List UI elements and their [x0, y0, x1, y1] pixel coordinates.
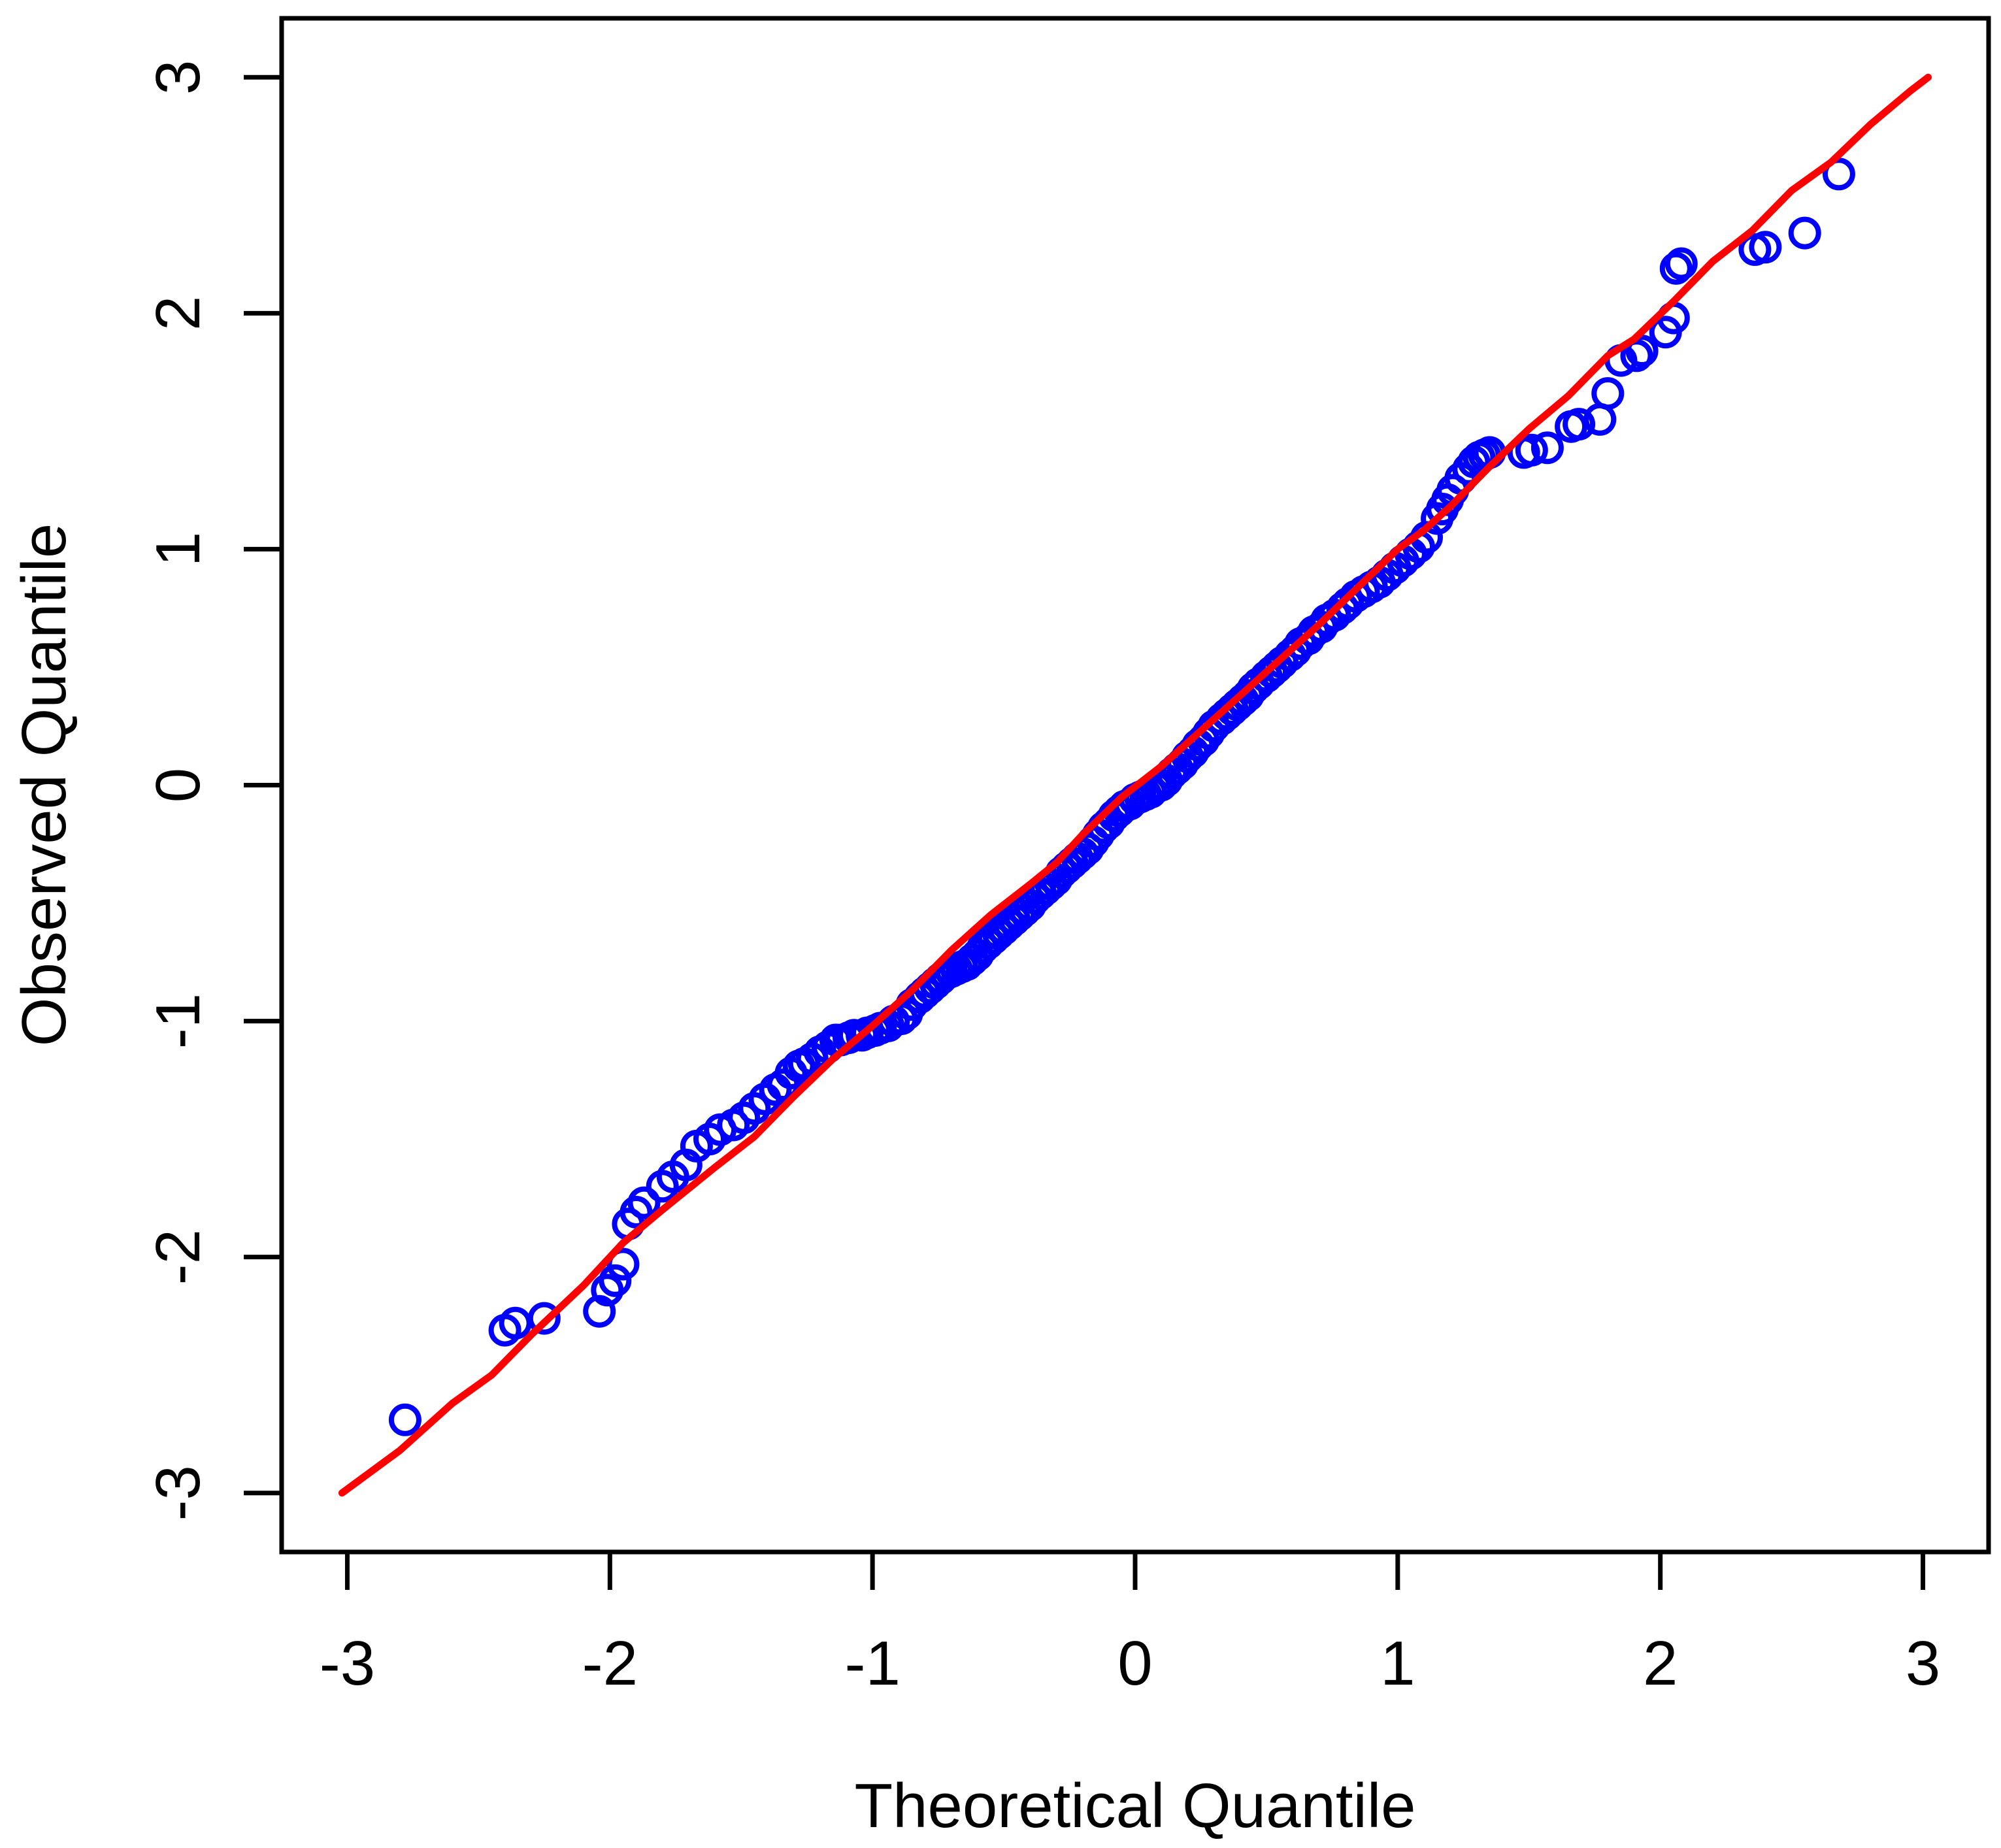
x-tick-label: 2 — [1643, 1628, 1678, 1698]
y-tick-label: 3 — [143, 60, 213, 95]
data-point — [1563, 408, 1596, 441]
y-tick-label: -2 — [143, 1229, 213, 1285]
data-point — [606, 1247, 640, 1281]
y-tick-label: -3 — [143, 1465, 213, 1521]
y-tick-label: 2 — [143, 296, 213, 331]
y-axis-title: Observed Quantile — [9, 523, 79, 1046]
x-axis-ticks-group: -3 -2 -1 0 1 2 3 — [320, 1552, 1940, 1698]
y-tick-label: -1 — [143, 993, 213, 1049]
x-axis-title: Theoretical Quantile — [854, 1771, 1415, 1841]
x-tick-label: -3 — [320, 1628, 375, 1698]
x-tick-label: -1 — [844, 1628, 900, 1698]
reference-line — [338, 73, 1932, 1497]
data-point — [620, 1196, 653, 1229]
y-tick-label: 1 — [143, 532, 213, 567]
y-axis-ticks-group: -3 -2 -1 0 1 2 3 — [143, 60, 282, 1521]
reference-line-group — [338, 73, 1932, 1497]
data-point — [1659, 252, 1693, 285]
data-point — [1530, 431, 1564, 465]
data-point — [1822, 157, 1855, 191]
data-point — [527, 1302, 561, 1335]
data-point — [591, 1274, 624, 1307]
data-point — [627, 1186, 661, 1219]
data-point — [1664, 247, 1698, 280]
x-tick-label: 1 — [1380, 1628, 1415, 1698]
data-point — [388, 1403, 422, 1436]
y-tick-label: 0 — [143, 768, 213, 802]
data-point — [1788, 216, 1821, 250]
x-tick-label: -2 — [582, 1628, 638, 1698]
x-tick-label: 3 — [1906, 1628, 1940, 1698]
data-point — [1620, 339, 1653, 372]
data-point — [1625, 335, 1659, 368]
data-point — [599, 1264, 632, 1297]
data-point — [1591, 377, 1625, 410]
data-point — [1749, 231, 1782, 264]
data-point — [583, 1295, 616, 1328]
x-tick-label: 0 — [1117, 1628, 1152, 1698]
data-point — [1515, 433, 1548, 467]
